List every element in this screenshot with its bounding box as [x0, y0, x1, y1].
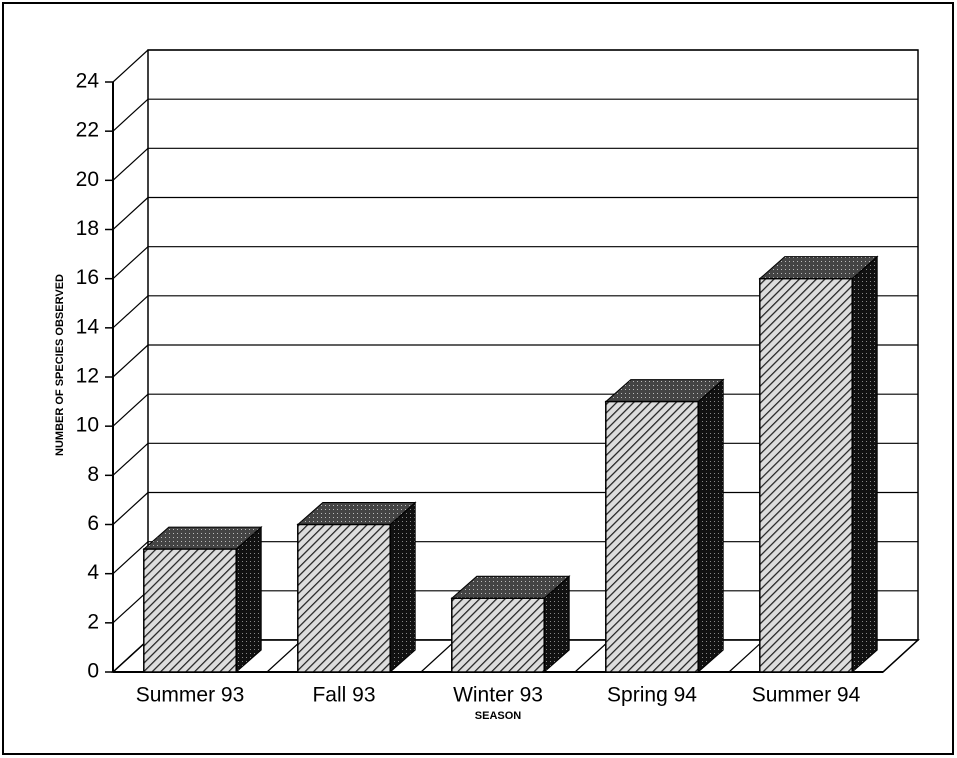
grid-line — [112, 246, 149, 280]
y-axis-title: NUMBER OF SPECIES OBSERVED — [54, 274, 66, 456]
grid-line — [112, 147, 149, 181]
floor-divider — [882, 639, 919, 673]
grid-line — [112, 49, 149, 83]
grid-line — [112, 492, 149, 525]
y-tick-label: 12 — [76, 365, 99, 388]
bar — [297, 523, 391, 673]
x-tick-label: Summer 94 — [752, 684, 861, 707]
bar-side — [235, 525, 262, 674]
x-tick-label: Winter 93 — [453, 684, 543, 707]
floor-divider — [266, 639, 303, 673]
bar — [605, 400, 699, 673]
y-tick-label: 20 — [76, 168, 99, 191]
bar-side — [389, 501, 416, 674]
grid-line — [112, 541, 149, 575]
grid-line — [112, 639, 149, 673]
x-tick-label: Summer 93 — [136, 684, 245, 707]
bar — [451, 597, 545, 673]
y-tick-label: 2 — [87, 610, 99, 633]
grid-line — [112, 344, 149, 378]
y-tick-label: 14 — [76, 315, 100, 338]
y-tick-label: 16 — [76, 266, 99, 289]
y-tick-label: 8 — [87, 463, 99, 486]
bar-side — [851, 255, 878, 674]
grid-line — [112, 197, 149, 230]
bar — [143, 548, 237, 673]
y-tick-label: 6 — [87, 512, 99, 535]
y-tick-label: 4 — [87, 561, 99, 584]
x-tick-label: Fall 93 — [312, 684, 375, 707]
y-tick-label: 0 — [87, 660, 99, 683]
y-tick-label: 10 — [76, 414, 99, 437]
bar-side — [697, 378, 724, 674]
grid-line — [112, 98, 149, 132]
bar — [759, 277, 853, 673]
floor-divider — [574, 639, 611, 673]
floor-divider — [728, 639, 765, 673]
y-tick-label: 24 — [76, 70, 100, 93]
grid-line — [112, 393, 149, 427]
grid-line — [112, 442, 149, 476]
x-axis-title: SEASON — [475, 710, 522, 722]
y-tick-label: 18 — [76, 217, 99, 240]
grid-line — [112, 590, 149, 624]
grid-line — [112, 295, 149, 329]
y-tick-label: 22 — [76, 119, 99, 142]
x-tick-label: Spring 94 — [607, 684, 697, 707]
floor-divider — [420, 639, 457, 673]
